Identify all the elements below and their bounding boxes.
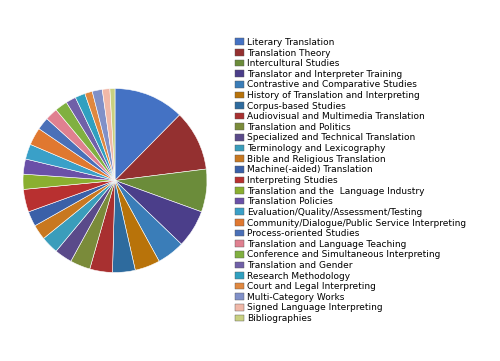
Wedge shape — [115, 88, 180, 180]
Wedge shape — [56, 103, 115, 180]
Wedge shape — [23, 174, 115, 190]
Wedge shape — [90, 180, 115, 273]
Legend: Literary Translation, Translation Theory, Intercultural Studies, Translator and : Literary Translation, Translation Theory… — [234, 37, 466, 324]
Wedge shape — [71, 180, 115, 269]
Wedge shape — [92, 90, 115, 180]
Wedge shape — [102, 89, 115, 180]
Wedge shape — [115, 180, 159, 270]
Wedge shape — [110, 88, 115, 180]
Wedge shape — [112, 180, 136, 273]
Wedge shape — [115, 180, 182, 261]
Wedge shape — [39, 119, 115, 180]
Wedge shape — [56, 180, 115, 261]
Wedge shape — [115, 180, 202, 244]
Wedge shape — [85, 91, 115, 180]
Wedge shape — [66, 97, 115, 180]
Wedge shape — [26, 144, 115, 180]
Wedge shape — [35, 180, 115, 238]
Wedge shape — [115, 169, 207, 212]
Wedge shape — [115, 115, 206, 180]
Wedge shape — [24, 180, 115, 212]
Wedge shape — [28, 180, 115, 226]
Wedge shape — [23, 159, 115, 180]
Wedge shape — [44, 180, 115, 251]
Wedge shape — [47, 110, 115, 180]
Wedge shape — [76, 93, 115, 180]
Wedge shape — [30, 129, 115, 180]
